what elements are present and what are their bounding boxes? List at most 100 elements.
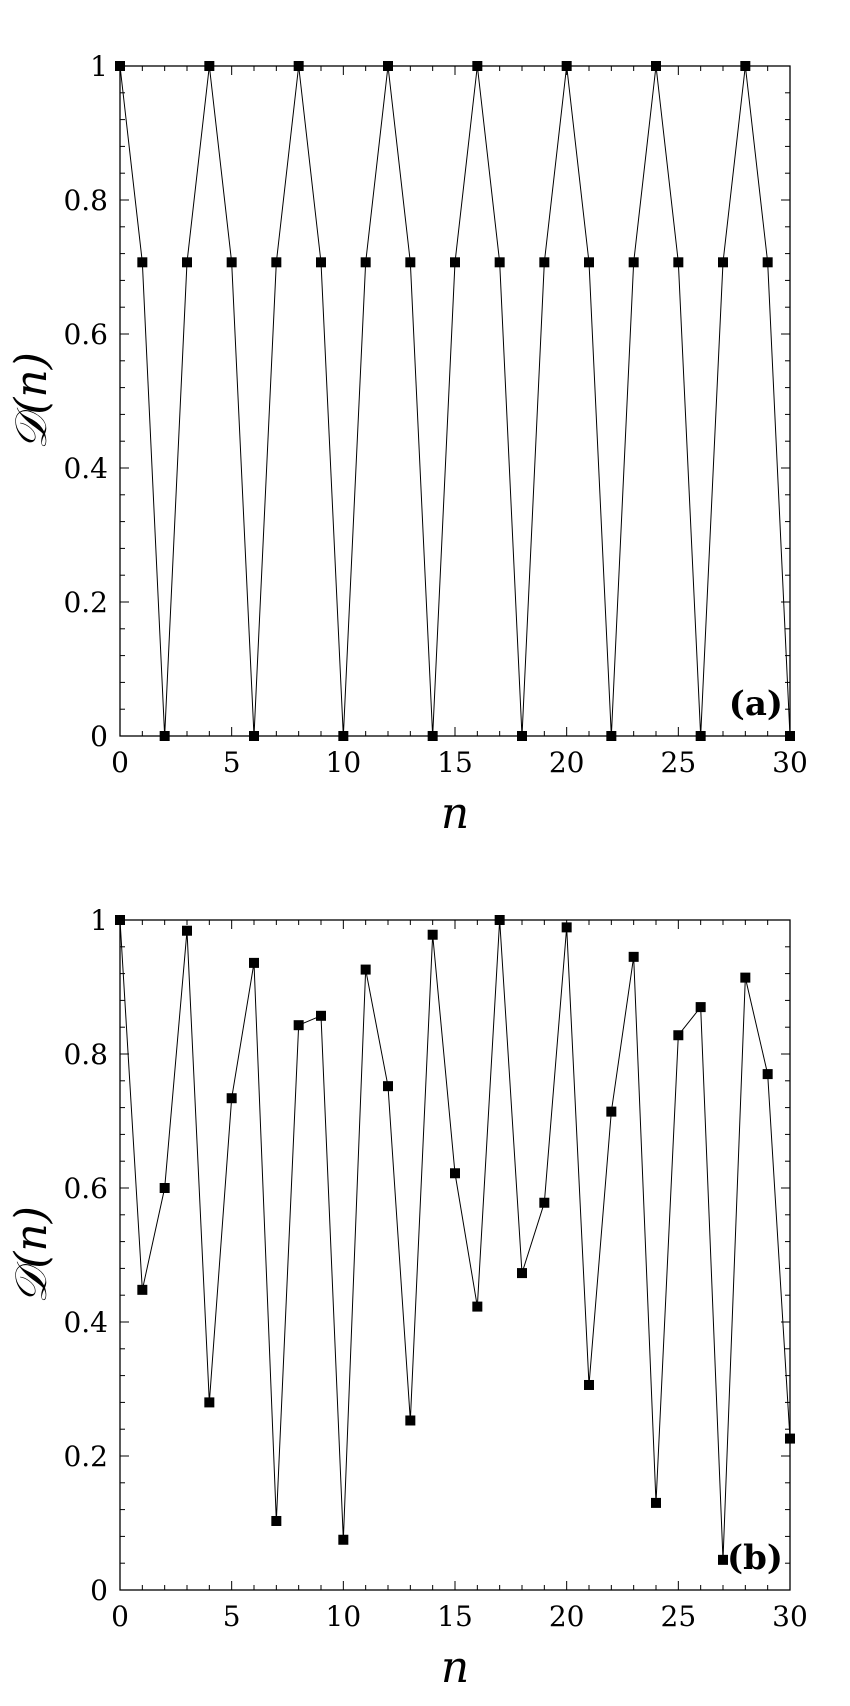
data-point-a-21 [584,257,594,268]
data-point-a-14 [427,731,438,741]
panel-label-b: (b) [727,1538,783,1578]
chart-panel-b: 0 5 10 15 20 25 30 0 0.2 0.4 0.6 0.8 1 n 𝒟(n) (b) [6,904,808,1693]
x-tick-label-a-1: 5 [223,746,241,779]
series-line-b [119,919,791,1560]
data-point-b-28 [740,972,751,983]
data-point-b-2 [159,1183,170,1193]
data-point-b-0 [115,915,125,925]
data-point-b-4 [204,1397,215,1408]
y-tick-label-a-3: 0.6 [63,318,108,351]
y-tick-label-b-1: 0.2 [63,1440,108,1473]
data-point-b-5 [226,1093,237,1104]
data-point-b-8 [293,1020,304,1031]
data-point-b-26 [695,1002,706,1013]
x-tick-label-b-5: 25 [661,1600,697,1633]
y-tick-label-b-5: 1 [90,904,108,937]
data-point-a-0 [115,61,125,71]
data-point-b-25 [673,1030,684,1041]
x-tick-label-b-6: 30 [772,1600,808,1633]
y-axis-label-a: 𝒟(n) [6,352,57,450]
data-point-b-3 [182,925,192,936]
data-point-a-2 [159,731,170,741]
y-tick-label-a-4: 0.8 [63,184,108,217]
data-point-b-19 [539,1197,550,1208]
x-tick-label-b-0: 0 [111,1600,129,1633]
data-point-b-6 [249,957,259,968]
data-point-b-11 [360,964,371,975]
data-point-a-15 [450,257,460,268]
data-point-a-27 [718,257,728,268]
y-tick-label-a-0: 0 [90,720,108,753]
data-point-b-12 [383,1081,393,1092]
data-point-b-27 [718,1554,728,1565]
data-point-a-17 [494,257,505,268]
data-point-b-1 [137,1284,148,1295]
data-point-a-16 [472,61,483,71]
data-point-b-20 [561,922,572,933]
x-minor-ticks-b [119,920,791,1590]
y-tick-label-b-2: 0.4 [63,1306,108,1339]
data-point-b-7 [271,1515,282,1526]
data-point-a-30 [785,731,795,741]
data-point-b-22 [606,1106,617,1117]
x-tick-label-b-4: 20 [549,1600,585,1633]
y-tick-label-b-4: 0.8 [63,1038,108,1071]
data-point-a-6 [249,731,259,741]
data-point-a-4 [204,61,215,71]
data-point-b-30 [785,1433,795,1444]
x-tick-label-b-2: 10 [326,1600,362,1633]
y-minor-ticks-b [120,919,790,1591]
x-tick-label-a-2: 10 [326,746,362,779]
data-point-b-29 [762,1069,773,1080]
data-point-a-1 [137,257,148,268]
x-tick-label-a-4: 20 [549,746,585,779]
data-point-a-22 [606,731,617,741]
y-tick-label-a-2: 0.4 [63,452,108,485]
data-point-a-29 [762,257,773,268]
series-line-a [119,65,791,737]
data-point-b-15 [450,1168,460,1179]
y-minor-ticks-a [120,65,790,737]
data-point-a-18 [517,731,527,741]
y-axis-label-b: 𝒟(n) [6,1206,57,1304]
data-point-b-21 [584,1379,594,1390]
y-tick-label-a-5: 1 [90,50,108,83]
data-point-a-10 [338,731,349,741]
markers-a [115,61,795,741]
data-point-a-28 [740,61,751,71]
data-point-a-9 [316,257,326,268]
x-axis-label-b: n [441,1642,469,1693]
data-point-b-13 [405,1415,416,1426]
panel-label-a: (a) [729,684,783,724]
data-point-a-5 [226,257,237,268]
data-point-b-23 [628,951,639,962]
data-point-a-20 [561,61,572,71]
x-axis-label-a: n [441,788,469,839]
y-tick-label-b-0: 0 [90,1574,108,1607]
chart-panel-a: 0 5 10 15 20 25 30 0 0.2 0.4 0.6 0.8 1 n 𝒟(n) (a) [6,50,808,839]
data-point-a-25 [673,257,684,268]
data-point-b-9 [316,1010,326,1021]
data-point-b-16 [472,1301,483,1312]
data-point-a-13 [405,257,416,268]
x-tick-label-b-3: 15 [437,1600,473,1633]
data-point-b-14 [427,929,438,940]
y-tick-label-b-3: 0.6 [63,1172,108,1205]
x-tick-label-a-0: 0 [111,746,129,779]
x-tick-label-a-5: 25 [661,746,697,779]
data-point-a-19 [539,257,550,268]
data-point-a-24 [651,61,661,71]
data-point-a-23 [628,257,639,268]
data-point-b-10 [338,1534,349,1545]
data-point-b-24 [651,1497,661,1508]
data-point-a-7 [271,257,282,268]
markers-b [115,915,795,1565]
x-tick-label-b-1: 5 [223,1600,241,1633]
data-point-a-12 [383,61,393,71]
x-tick-label-a-3: 15 [437,746,473,779]
data-point-a-11 [360,257,371,268]
data-point-a-3 [182,257,192,268]
data-point-b-18 [517,1268,527,1279]
y-tick-label-a-1: 0.2 [63,586,108,619]
